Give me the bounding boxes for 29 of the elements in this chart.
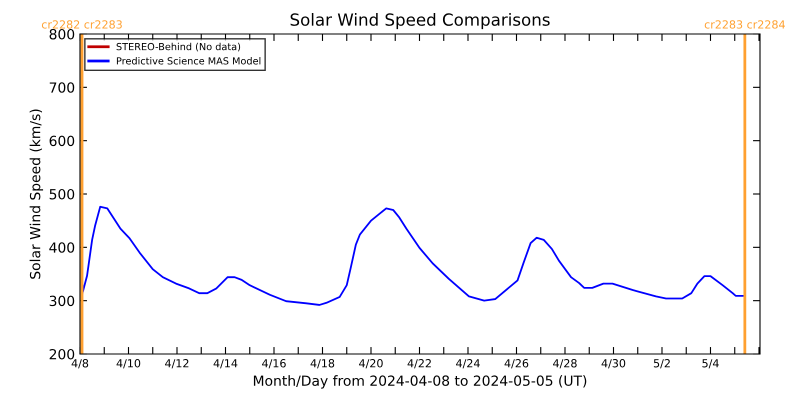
y-tick-label: 400 [49, 242, 74, 253]
x-tick-label: 4/8 [72, 359, 88, 368]
x-tick-label: 4/14 [214, 359, 238, 368]
x-tick-label: 4/22 [408, 359, 431, 368]
x-tick-label: 4/28 [553, 359, 577, 368]
legend-label: STEREO-Behind (No data) [116, 42, 240, 52]
ref-line-label: cr2283 cr2284 [704, 20, 785, 29]
x-tick-label: 4/26 [504, 359, 528, 368]
y-tick-label: 800 [50, 28, 74, 40]
x-axis-title: Month/Day from 2024-04-08 to 2024-05-05 (UT) [254, 375, 586, 389]
x-tick-label: 5/2 [654, 359, 670, 368]
y-tick-label: 200 [50, 348, 74, 360]
y-tick-label: 500 [50, 188, 74, 200]
chart-title: Solar Wind Speed Comparisons [290, 13, 550, 30]
legend-label: Predictive Science MAS Model [116, 57, 260, 65]
y-tick-label: 700 [50, 82, 74, 93]
x-tick-label: 4/30 [602, 359, 626, 368]
x-tick-label: 4/16 [262, 359, 286, 368]
x-tick-label: 4/24 [456, 359, 480, 368]
x-tick-label: 5/4 [702, 359, 719, 368]
x-tick-label: 4/18 [310, 359, 334, 368]
line-series [81, 206, 744, 306]
x-tick-label: 4/12 [165, 359, 188, 368]
x-tick-label: 4/10 [116, 359, 140, 368]
y-tick-label: 600 [50, 136, 74, 146]
y-axis-title: Solar Wind Speed (km/s) [30, 109, 44, 279]
y-tick-label: 300 [50, 296, 74, 306]
x-tick-label: 4/20 [359, 359, 383, 368]
ref-line-label: cr2282 cr2283 [42, 20, 122, 29]
